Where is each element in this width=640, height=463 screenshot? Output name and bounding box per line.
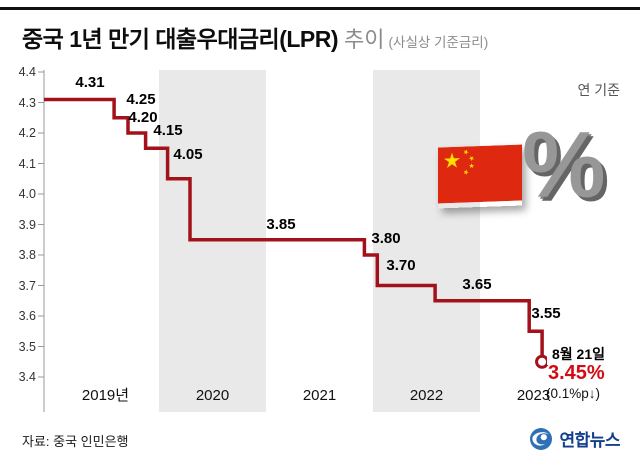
y-axis-tick-label: 3.5	[18, 339, 36, 354]
final-value-label: 3.45%	[548, 362, 605, 384]
y-axis-tick-label: 4.0	[18, 187, 36, 201]
final-date-label: 8월 21일	[547, 343, 611, 365]
data-point-label: 4.15	[153, 122, 183, 139]
yonhap-globe-icon	[530, 427, 553, 450]
data-point-label: 3.55	[531, 305, 561, 322]
china-flag-icon	[438, 144, 522, 204]
y-axis-tick-label: 3.8	[18, 248, 36, 262]
data-point-label: 4.20	[128, 109, 158, 126]
y-axis-tick-label: 3.9	[18, 217, 36, 232]
final-change-label: (0.1%p↓)	[546, 386, 601, 401]
y-axis-tick-label: 4.3	[18, 95, 36, 110]
title-sub: 추이	[344, 27, 385, 52]
x-axis-label: 2021	[302, 387, 337, 404]
x-axis-label: 2020	[195, 387, 230, 404]
china-flag-image	[438, 144, 522, 209]
data-point-label: 3.80	[371, 230, 401, 247]
data-point-label: 3.70	[386, 257, 416, 274]
data-point-label: 4.05	[173, 146, 203, 163]
x-axis-label: 2019년	[81, 387, 130, 404]
year-band	[373, 70, 480, 412]
y-axis-tick-label: 4.1	[18, 156, 36, 171]
x-axis-label: 2022	[409, 387, 444, 404]
unit-label: 연 기준	[577, 82, 620, 98]
y-axis-tick-label: 3.4	[18, 370, 36, 384]
data-point-label: 4.31	[75, 74, 105, 91]
lpr-step-line	[44, 97, 544, 362]
data-point-label: 3.65	[462, 276, 492, 293]
source-note: 자료: 중국 인민은행	[22, 434, 129, 449]
page-title: 중국 1년 만기 대출우대금리(LPR) 추이 (사실상 기준금리)	[22, 20, 488, 54]
y-axis-tick-label: 3.7	[18, 278, 36, 293]
y-axis-tick-label: 4.4	[18, 65, 36, 79]
yonhap-logo: 연합뉴스	[529, 426, 620, 451]
percent-symbol: %	[522, 112, 606, 217]
y-axis-tick-label: 3.6	[18, 309, 36, 323]
top-rule	[0, 7, 640, 10]
data-point-label: 3.85	[266, 216, 296, 233]
y-axis-tick-label: 4.2	[18, 126, 36, 140]
title-note: (사실상 기준금리)	[388, 35, 489, 50]
title-main: 중국 1년 만기 대출우대금리(LPR)	[22, 26, 339, 52]
final-point-marker	[535, 354, 550, 369]
x-axis-label: 2023	[516, 387, 551, 404]
data-point-label: 4.25	[126, 91, 156, 108]
yonhap-logo-text: 연합뉴스	[559, 431, 620, 450]
